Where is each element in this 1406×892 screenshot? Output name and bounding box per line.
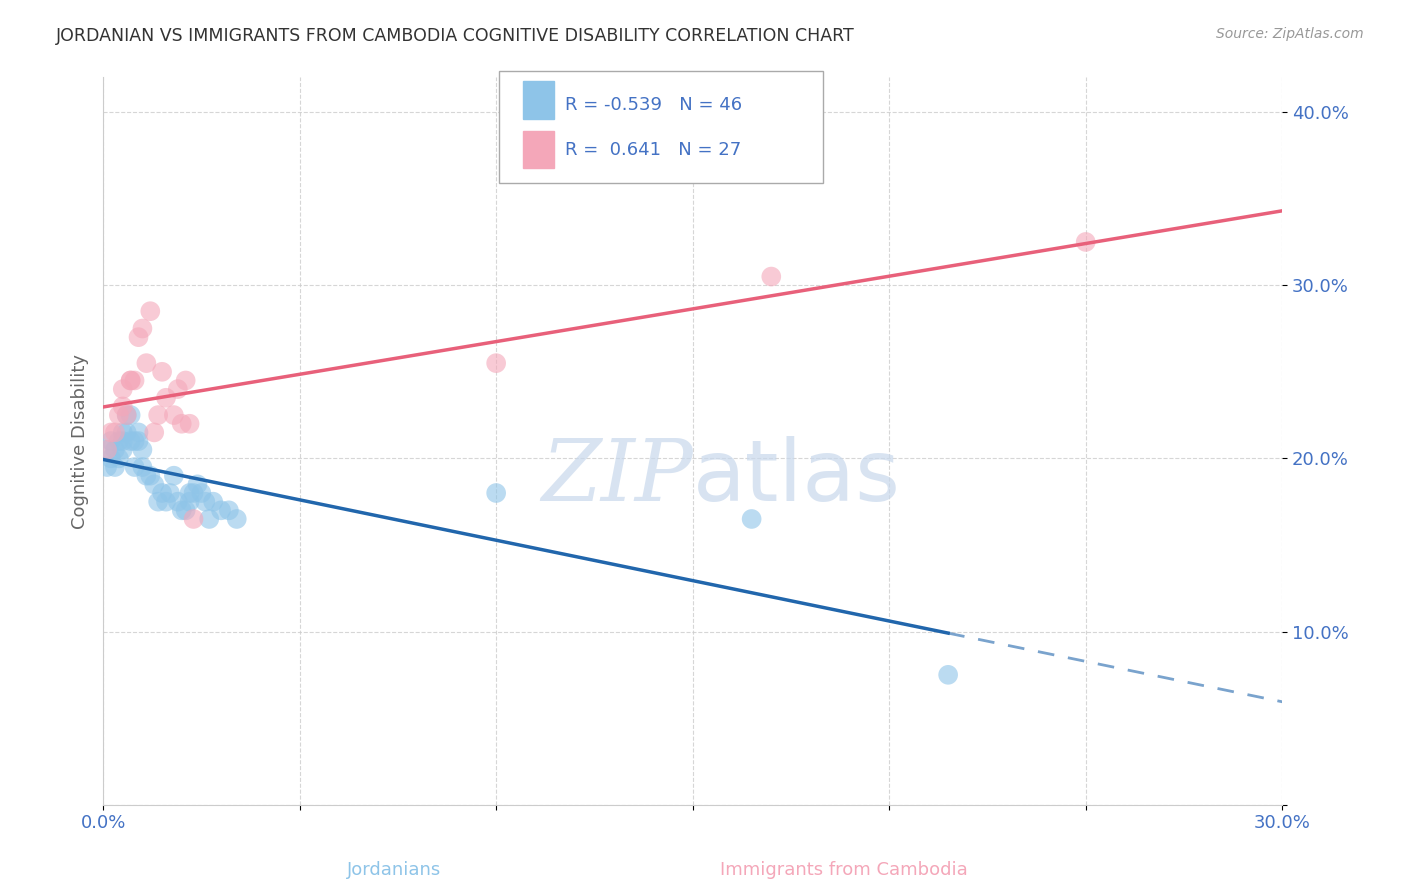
Text: Jordanians: Jordanians [346,861,441,879]
Point [120,374,142,388]
Point [170,503,193,517]
Point [100,434,122,448]
Point [179,417,201,431]
Point [166,494,188,508]
Point [128,425,150,440]
Point [139,304,162,318]
Point [202,494,225,508]
Point [111,382,134,396]
Point [104,442,127,457]
Y-axis label: Cognitive Disability: Cognitive Disability [72,353,89,529]
Point [100,425,122,440]
Point [120,408,142,422]
Text: Immigrants from Cambodia: Immigrants from Cambodia [720,861,967,879]
Text: Source: ZipAtlas.com: Source: ZipAtlas.com [1216,27,1364,41]
Point [485,486,508,500]
Point [115,425,138,440]
Point [120,434,142,448]
Point [198,512,221,526]
Point [179,486,201,500]
Point [485,356,508,370]
Point [179,494,201,508]
Point [143,477,166,491]
Point [131,321,153,335]
Point [131,460,153,475]
Text: atlas: atlas [693,436,901,519]
Point [155,391,177,405]
Text: ZIP: ZIP [541,436,693,519]
Point [96,442,118,457]
Point [194,494,217,508]
Point [143,425,166,440]
Point [146,494,169,508]
Point [150,486,173,500]
Point [1074,235,1097,249]
Point [150,365,173,379]
Point [183,512,205,526]
Point [128,434,150,448]
Point [174,503,197,517]
Point [186,477,208,491]
Point [741,512,763,526]
Point [111,434,134,448]
Point [100,451,122,466]
Point [115,408,138,422]
Point [104,460,127,475]
Point [183,486,205,500]
Point [111,400,134,414]
Point [128,330,150,344]
Point [111,442,134,457]
Text: R = -0.539   N = 46: R = -0.539 N = 46 [565,95,742,113]
Point [108,408,131,422]
Text: R =  0.641   N = 27: R = 0.641 N = 27 [565,141,741,159]
Point [124,434,146,448]
Point [115,408,138,422]
Point [124,460,146,475]
Point [135,468,157,483]
Point [159,486,181,500]
Point [139,468,162,483]
Point [163,468,186,483]
Point [131,442,153,457]
Point [170,417,193,431]
Point [96,442,118,457]
Point [209,503,232,517]
Point [190,486,212,500]
Point [120,374,142,388]
Point [936,668,959,682]
Point [104,425,127,440]
Point [761,269,783,284]
Point [155,494,177,508]
Point [166,382,188,396]
Point [174,374,197,388]
Point [108,451,131,466]
Point [111,425,134,440]
Text: JORDANIAN VS IMMIGRANTS FROM CAMBODIA COGNITIVE DISABILITY CORRELATION CHART: JORDANIAN VS IMMIGRANTS FROM CAMBODIA CO… [56,27,855,45]
Point [135,356,157,370]
Point [146,408,169,422]
Point [124,374,146,388]
Point [163,408,186,422]
Point [96,460,118,475]
Point [218,503,240,517]
Point [225,512,247,526]
Point [108,434,131,448]
